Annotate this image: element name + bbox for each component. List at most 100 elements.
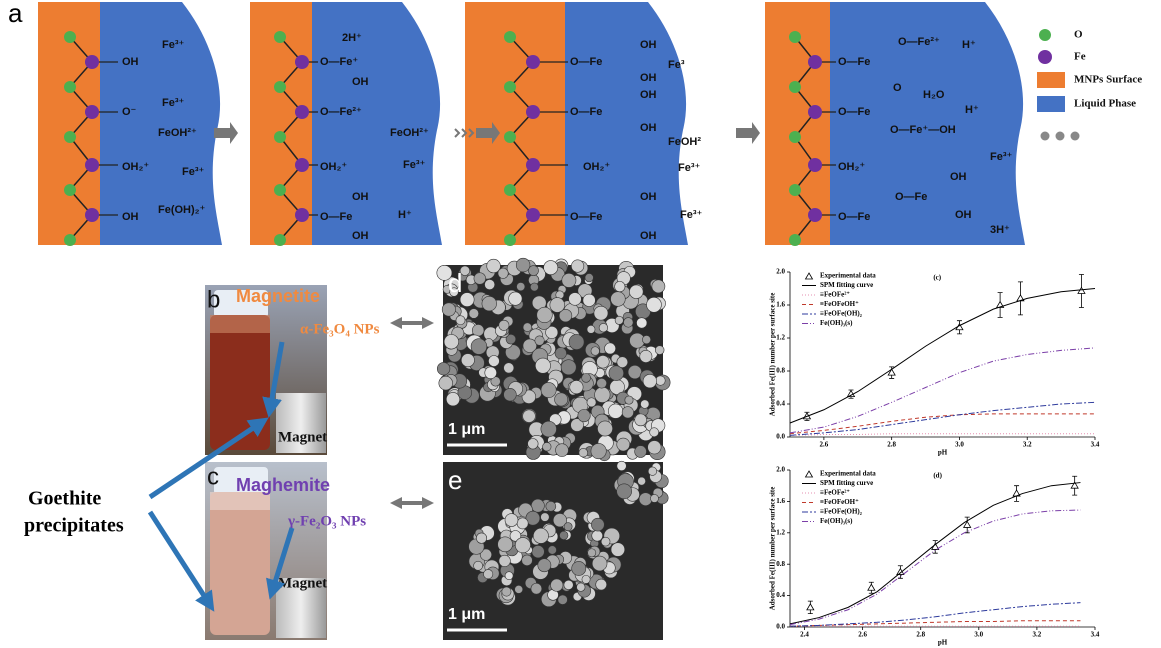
x-tick-label: 3.2 xyxy=(1033,631,1042,639)
x-axis-label: pH xyxy=(938,639,948,647)
particle xyxy=(582,575,590,583)
particle xyxy=(648,467,657,476)
species-label: O—Fe⁺—OH xyxy=(890,124,956,136)
particle xyxy=(541,382,556,397)
species-label: Fe³⁺ xyxy=(162,39,185,51)
particle xyxy=(505,514,518,527)
x-tick-label: 3.4 xyxy=(1091,631,1100,639)
particle xyxy=(642,335,650,343)
legend-label: Fe(OH)₃(s) xyxy=(820,319,853,327)
iron-atom xyxy=(808,105,822,119)
particle xyxy=(629,285,643,299)
particle xyxy=(639,493,652,506)
particle xyxy=(609,366,624,381)
particle xyxy=(439,376,453,390)
oxygen-atom xyxy=(789,184,801,196)
particle xyxy=(556,444,569,457)
iron-atom xyxy=(295,105,309,119)
x-tick-label: 2.8 xyxy=(916,631,925,639)
particle xyxy=(532,545,544,557)
photo-label: b xyxy=(207,286,220,313)
particle xyxy=(437,362,450,375)
oxygen-atom xyxy=(789,81,801,93)
particle xyxy=(504,388,517,401)
oxygen-atom xyxy=(274,131,286,143)
pointer-arrow xyxy=(150,512,210,605)
particle xyxy=(597,421,612,436)
particle xyxy=(476,533,486,543)
species-label: O—Fe²⁺ xyxy=(320,106,362,118)
scale-label: 1 μm xyxy=(448,606,485,623)
particle xyxy=(578,409,590,421)
legend-label: ≡FeOFeOH⁺ xyxy=(820,300,859,308)
particle xyxy=(530,283,538,291)
particle xyxy=(635,446,647,458)
particle xyxy=(482,296,497,311)
species-label: OH xyxy=(640,72,657,84)
particle xyxy=(531,583,542,594)
oxygen-atom xyxy=(64,131,76,143)
particle xyxy=(608,404,623,419)
particle xyxy=(592,556,607,571)
y-tick-label: 2.0 xyxy=(776,268,785,276)
iron-atom xyxy=(295,208,309,222)
legend-label: ≡FeOFe²⁺ xyxy=(820,489,850,497)
oxygen-atom xyxy=(789,131,801,143)
iron-atom xyxy=(808,158,822,172)
legend-label: ≡FeOFe²⁺ xyxy=(820,291,850,299)
particle xyxy=(611,292,626,307)
y-tick-label: 0.8 xyxy=(776,560,785,568)
particle xyxy=(650,428,659,437)
species-label: O⁻ xyxy=(122,106,137,118)
particle xyxy=(592,530,603,541)
oxygen-atom xyxy=(64,31,76,43)
oxygen-atom xyxy=(274,184,286,196)
iron-atom xyxy=(295,55,309,69)
iron-atom xyxy=(808,55,822,69)
particle xyxy=(543,442,552,451)
particle xyxy=(656,376,666,386)
particle xyxy=(504,363,514,373)
y-tick-label: 2.0 xyxy=(776,466,785,474)
legend-label: Experimental data xyxy=(820,272,876,280)
particle xyxy=(564,523,572,531)
particle xyxy=(551,579,563,591)
process-arrow xyxy=(736,122,760,144)
particle xyxy=(648,441,661,454)
y-tick-label: 0.8 xyxy=(776,367,785,375)
particle xyxy=(615,316,623,324)
x-tick-label: 2.8 xyxy=(887,441,896,449)
particle xyxy=(548,546,556,554)
legend-label: Fe(OH)₃(s) xyxy=(820,517,853,525)
particle xyxy=(625,396,633,404)
species-label: 2H⁺ xyxy=(342,32,362,44)
particle xyxy=(535,358,550,373)
oxygen-atom xyxy=(274,234,286,246)
goethite-label: precipitates xyxy=(24,515,124,537)
species-label: Fe³⁺ xyxy=(162,97,185,109)
species-label: Fe³⁺ xyxy=(403,159,426,171)
species-label: O—Fe xyxy=(838,211,870,223)
y-tick-label: 1.6 xyxy=(776,301,785,309)
particle xyxy=(544,261,558,275)
species-label: O—Fe xyxy=(895,191,927,203)
particle xyxy=(456,316,465,325)
oxygen-atom xyxy=(504,81,516,93)
legend-label: MNPs Surface xyxy=(1074,74,1142,86)
species-label: FeOH²⁺ xyxy=(158,127,197,139)
legend-label: Experimental data xyxy=(820,470,876,478)
y-tick-label: 1.6 xyxy=(776,497,785,505)
oxygen-atom xyxy=(789,234,801,246)
particle xyxy=(528,439,539,450)
particle xyxy=(538,559,551,572)
particle xyxy=(591,518,604,531)
particle xyxy=(561,360,576,375)
particle xyxy=(571,260,583,272)
legend-label: Liquid Phase xyxy=(1074,98,1136,110)
particle xyxy=(587,325,595,333)
particle xyxy=(474,273,486,285)
species-label: OH xyxy=(122,56,139,68)
y-tick-label: 0.0 xyxy=(776,433,785,441)
y-tick-label: 0.4 xyxy=(776,400,785,408)
particle xyxy=(640,350,652,362)
